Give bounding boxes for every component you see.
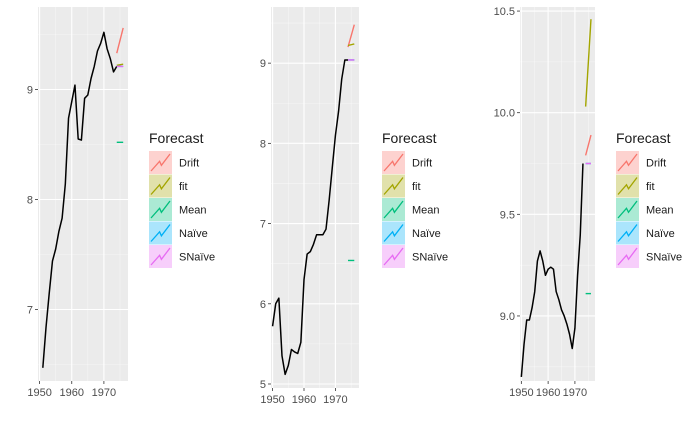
legend-key-line <box>150 224 171 242</box>
y-tick-label: 9 <box>27 85 33 97</box>
series-line-drift <box>116 27 124 54</box>
legend-label: Drift <box>179 158 199 170</box>
x-tick-label: 1960 <box>536 387 560 399</box>
series-line-fit <box>584 19 592 107</box>
legend-key-line <box>383 177 404 195</box>
legend-label: SNaïve <box>412 252 448 264</box>
legend-label: Drift <box>646 158 666 170</box>
y-tick-label: 9 <box>260 58 266 70</box>
y-tick-label: 8 <box>27 195 33 207</box>
legend-key-line <box>150 247 171 266</box>
x-tick-label: 1970 <box>323 394 347 406</box>
y-tick-label: 10.0 <box>494 108 515 120</box>
x-tick-label: 1970 <box>92 387 116 399</box>
x-tick-label: 1960 <box>292 394 316 406</box>
legend-title: Forecast <box>382 130 437 146</box>
legend-key-line <box>383 153 404 172</box>
legend-key-line <box>150 153 171 172</box>
series-line-fit <box>116 63 124 66</box>
y-tick-label: 5 <box>260 379 266 391</box>
legend-title: Forecast <box>616 130 671 146</box>
legend-label: Mean <box>412 205 440 217</box>
y-tick-label: 6 <box>260 299 266 311</box>
series-line-history <box>42 31 118 368</box>
legend-key-line <box>383 247 404 266</box>
y-tick-label: 8 <box>260 138 266 150</box>
series-line-history <box>520 163 584 377</box>
forecast-panel-3: 9.0 9.5 10.0 10.5 1950 1960 1970 Forecast Drift f… <box>494 6 683 399</box>
legend-key-line <box>150 200 171 219</box>
legend-label: Naïve <box>179 228 208 240</box>
legend-label: Mean <box>646 205 674 217</box>
legend-label: fit <box>412 181 421 193</box>
x-tick-label: 1960 <box>60 387 84 399</box>
y-tick-label: 9.5 <box>500 209 515 221</box>
legend-label: Naïve <box>412 228 441 240</box>
x-tick-label: 1970 <box>563 387 587 399</box>
legend-key-line <box>617 200 638 219</box>
legend-title: Forecast <box>149 130 204 146</box>
y-tick-label: 7 <box>27 305 33 317</box>
legend-key-line <box>617 224 638 242</box>
series-line-drift <box>347 24 355 48</box>
legend-key-line <box>617 247 638 266</box>
x-tick-label: 1950 <box>27 387 51 399</box>
legend-key-line <box>617 177 638 195</box>
y-tick-label: 10.5 <box>494 6 515 18</box>
panel-background <box>38 7 128 381</box>
legend-label: fit <box>179 181 188 193</box>
legend-label: Drift <box>412 158 432 170</box>
forecast-panel-1: 7 8 9 1950 1960 1970 Forecast Drift fit Mean Naïve… <box>27 7 215 399</box>
legend-key-line <box>150 177 171 195</box>
series-line-history <box>271 59 348 376</box>
x-tick-label: 1950 <box>260 394 284 406</box>
series-line-fit <box>347 43 355 47</box>
legend-2: Forecast Drift fit Mean Naïve SNaïve <box>382 130 448 268</box>
legend-key-line <box>383 224 404 242</box>
legend-3: Forecast Drift fit Mean Naïve SNaïve <box>616 130 682 268</box>
y-tick-label: 9.0 <box>500 311 515 323</box>
legend-label: SNaïve <box>179 252 215 264</box>
legend-label: Mean <box>179 205 207 217</box>
legend-1: Forecast Drift fit Mean Naïve SNaïve <box>149 130 215 268</box>
x-tick-label: 1950 <box>509 387 533 399</box>
series-line-drift <box>584 134 592 156</box>
legend-label: SNaïve <box>646 252 682 264</box>
legend-key-line <box>617 153 638 172</box>
legend-label: fit <box>646 181 655 193</box>
legend-key-line <box>383 200 404 219</box>
panel-background <box>520 7 595 381</box>
legend-label: Naïve <box>646 228 675 240</box>
panel-background <box>271 7 359 388</box>
forecast-panel-2: 5 6 7 8 9 1950 1960 1970 Forecast Drift fit Mean Naï… <box>260 7 448 406</box>
y-tick-label: 7 <box>260 219 266 231</box>
